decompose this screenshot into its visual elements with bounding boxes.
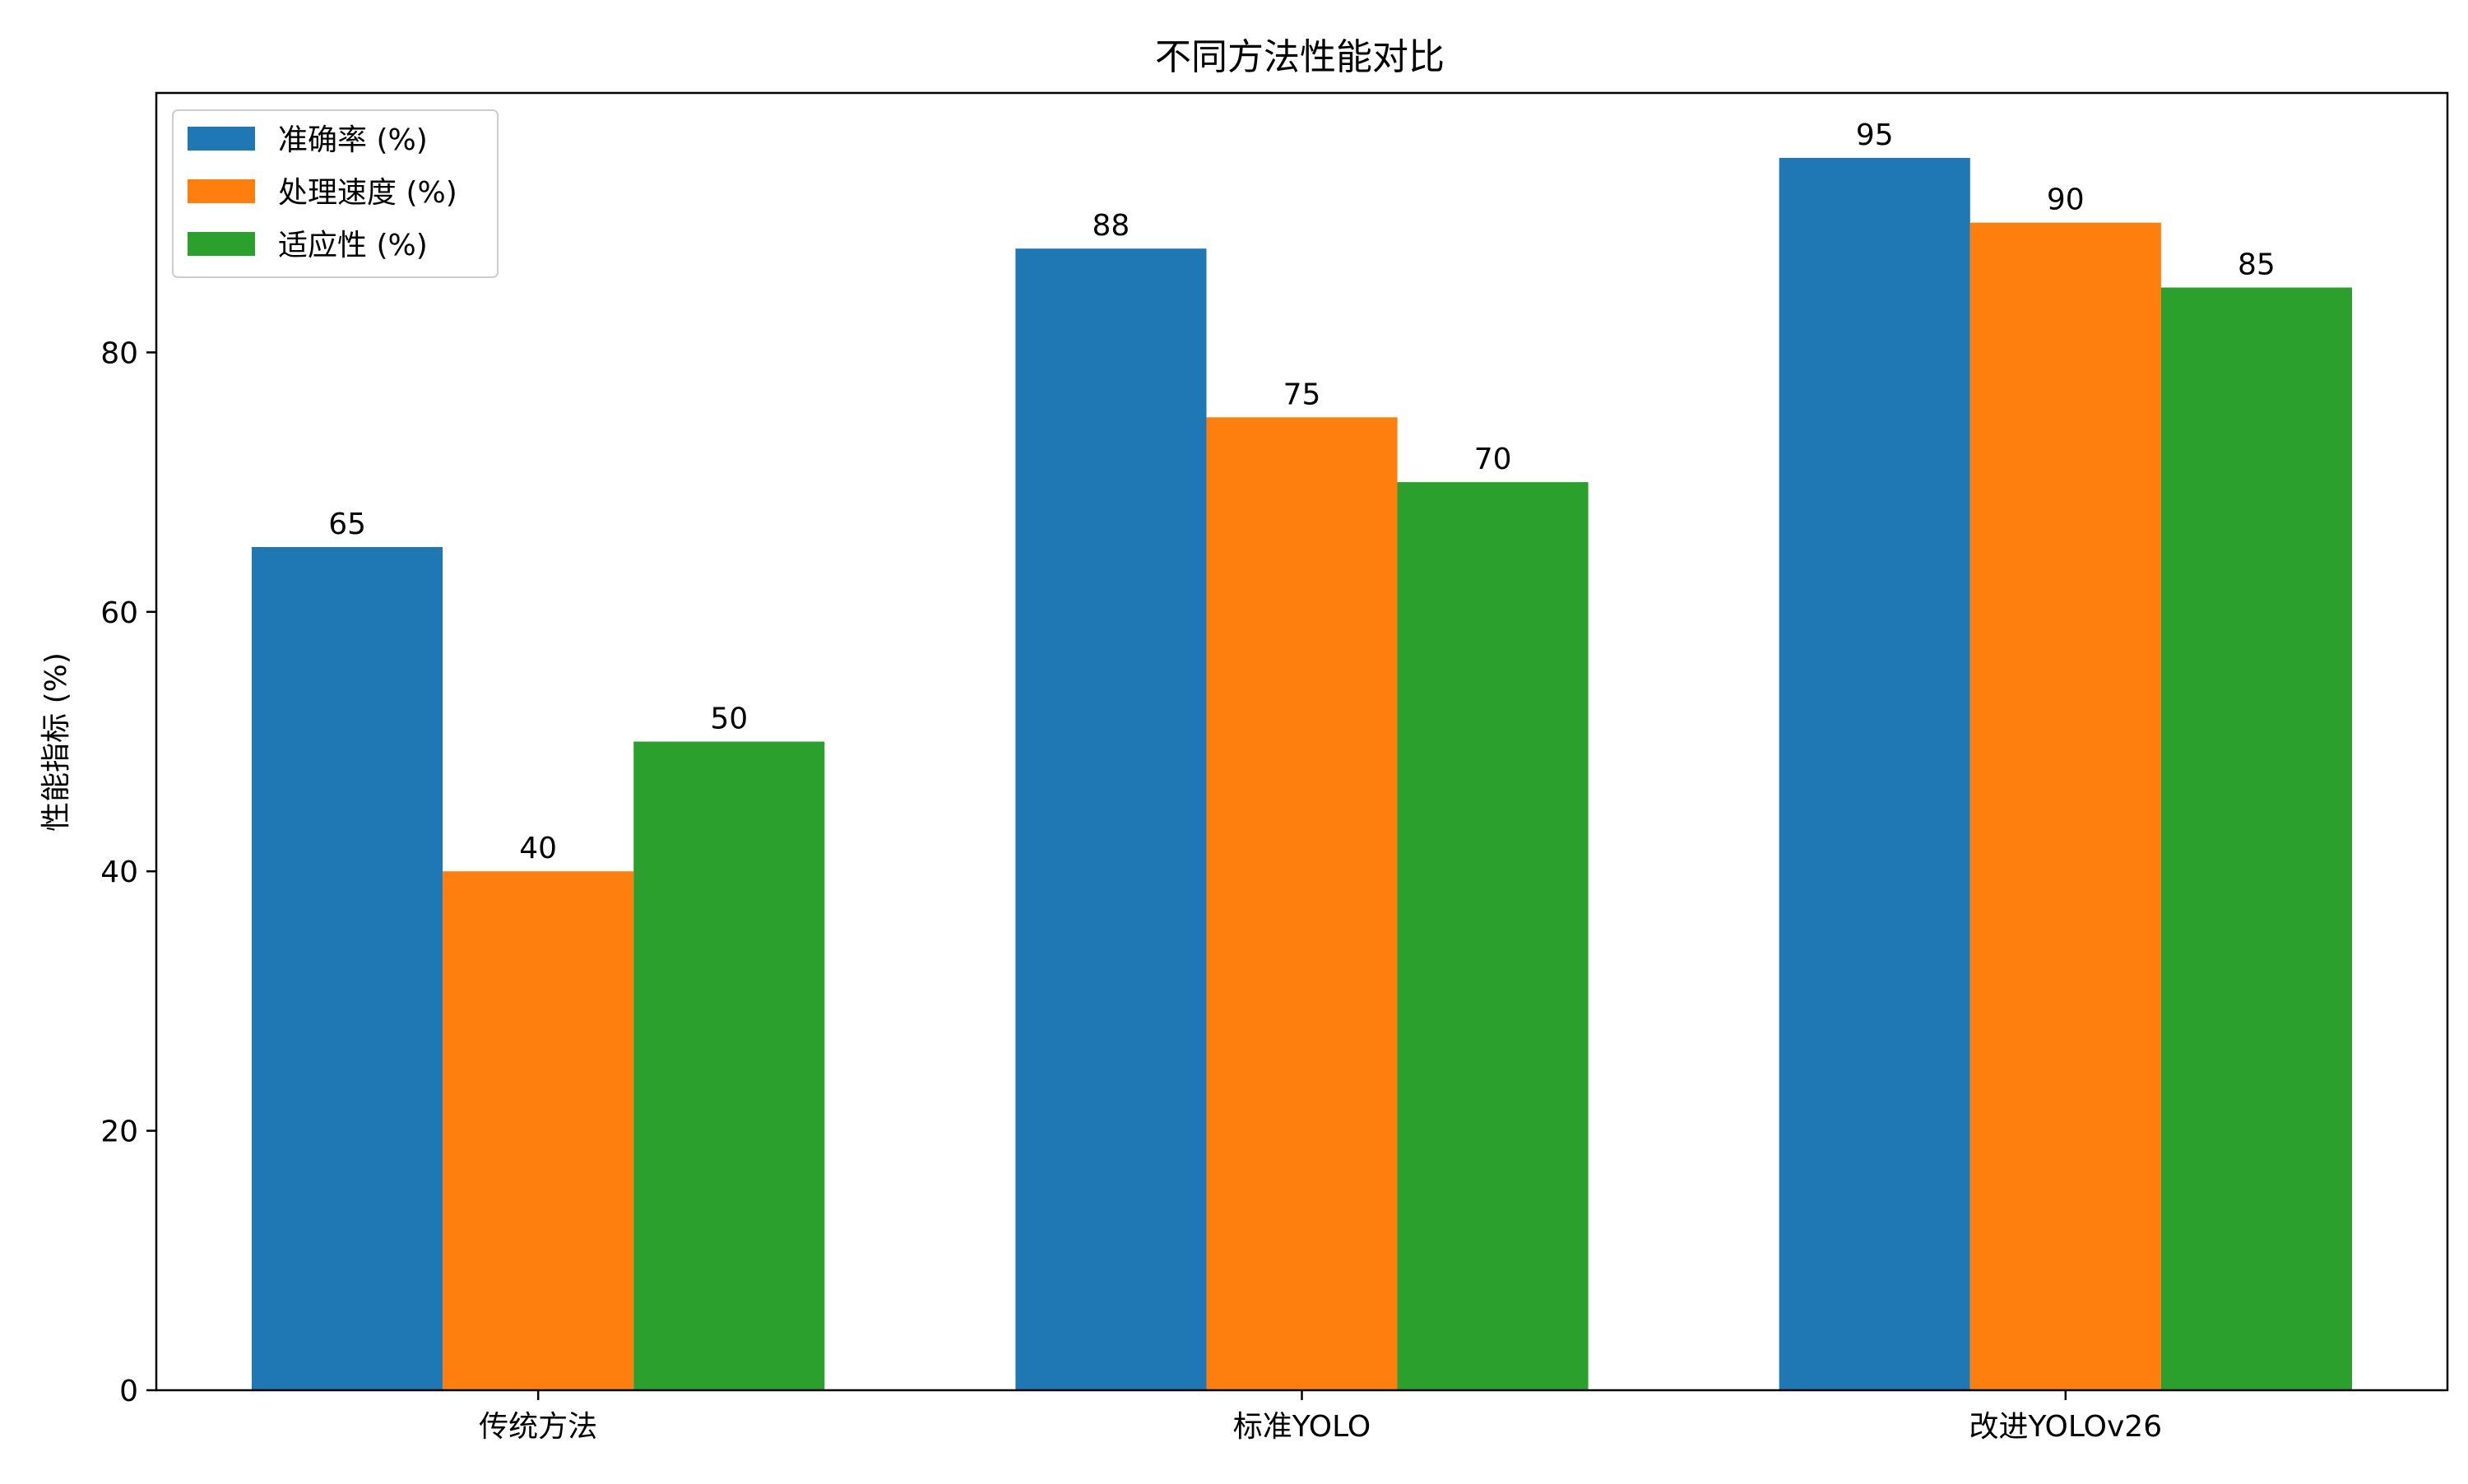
y-tick-label: 0 <box>119 1375 138 1408</box>
legend-label: 准确率 (%) <box>278 123 428 157</box>
bar <box>1969 222 2161 1391</box>
legend-swatch <box>188 232 255 256</box>
bar <box>633 741 825 1390</box>
bar-value-label: 85 <box>2238 248 2275 282</box>
x-tick-label: 标准YOLO <box>1233 1410 1371 1444</box>
bar <box>252 547 443 1390</box>
y-tick-label: 80 <box>100 336 138 370</box>
bar <box>1397 482 1589 1390</box>
y-tick-label: 20 <box>100 1115 138 1149</box>
x-tick-label: 改进YOLOv26 <box>1969 1410 2163 1444</box>
legend-swatch <box>188 127 255 151</box>
bar <box>2160 287 2352 1390</box>
y-tick-label: 40 <box>100 856 138 889</box>
bar <box>1206 417 1398 1391</box>
bars-layer <box>252 157 2352 1391</box>
legend-label: 处理速度 (%) <box>278 176 457 210</box>
bar-value-label: 88 <box>1092 209 1130 243</box>
bar-value-label: 90 <box>2047 183 2085 217</box>
bar-value-label: 75 <box>1283 378 1321 411</box>
chart-title: 不同方法性能对比 <box>1155 36 1445 78</box>
bar-value-label: 50 <box>710 703 748 736</box>
x-tick-label: 传统方法 <box>479 1410 597 1444</box>
legend: 准确率 (%) 处理速度 (%) 适应性 (%) <box>172 109 499 278</box>
axes-layer: 0 20 40 60 80 传统方法 标准YOLO 改进YOLOv26 <box>100 91 2449 1444</box>
legend-label: 适应性 (%) <box>278 229 428 262</box>
data-labels-layer: 65 40 50 88 75 70 95 90 85 <box>328 118 2275 865</box>
bar-value-label: 70 <box>1474 443 1512 476</box>
bar-value-label: 95 <box>1856 118 1894 152</box>
bar <box>1015 248 1207 1391</box>
legend-swatch <box>188 179 255 203</box>
bar <box>443 871 634 1390</box>
y-axis-label: 性能指标 (%) <box>39 652 73 832</box>
bar-value-label: 65 <box>328 508 366 541</box>
bar-value-label: 40 <box>519 832 557 865</box>
bar <box>1779 157 1970 1390</box>
y-tick-label: 60 <box>100 596 138 630</box>
